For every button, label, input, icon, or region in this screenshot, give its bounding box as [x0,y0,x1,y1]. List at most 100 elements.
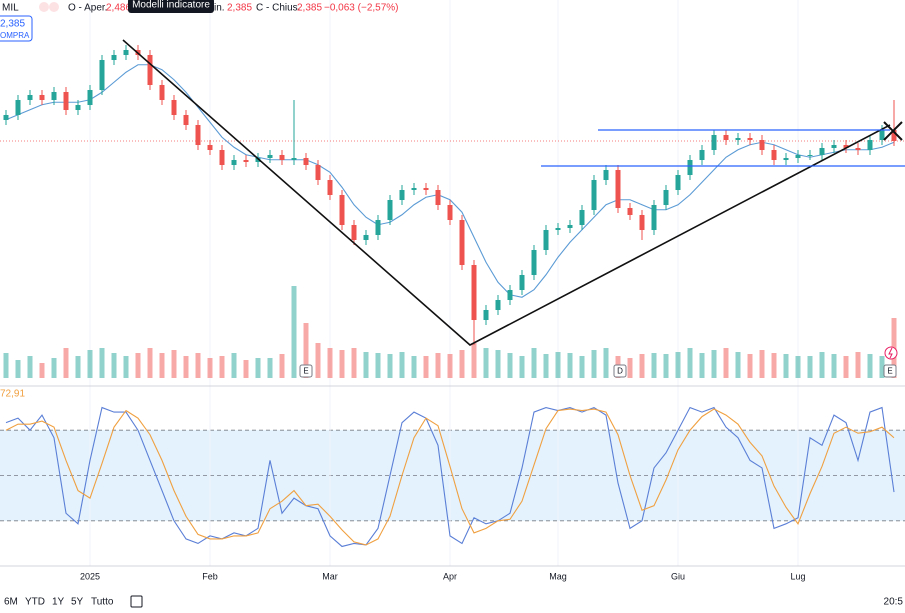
candle-body [855,148,861,150]
volume-bar [339,350,345,378]
candle-body [783,158,789,160]
volume-bar [843,356,849,378]
volume-bar [315,343,321,378]
candle-body [675,175,681,190]
x-tick-label: Lug [790,571,805,581]
candle-body [555,228,561,230]
candle-body [291,158,297,160]
volume-bar [651,353,657,378]
candle-body [423,188,429,190]
candle-body [579,210,585,225]
candle-body [807,155,813,156]
volume-bar [699,353,705,378]
trend-line [122,39,891,346]
event-marker [883,364,897,378]
volume-bar [663,354,669,378]
icon[interactable] [49,2,59,12]
candle-body [879,130,885,140]
price-box[interactable] [0,15,33,42]
volume-bar [579,356,585,378]
icon[interactable] [39,2,49,12]
range-button[interactable]: 1Y [52,597,65,608]
volume-bar [771,353,777,378]
volume-bar [483,348,489,378]
candle-body [363,235,369,240]
volume-bar [567,353,573,378]
candle-body [795,155,801,158]
open-value: 2,486 [106,3,131,14]
event-icon[interactable] [884,346,898,360]
volume-bar [147,348,153,378]
candle-body [159,85,165,100]
volume-bar [363,352,369,378]
volume-bar [243,360,249,378]
volume-bar [723,348,729,378]
volume-bar [159,353,165,378]
range-button[interactable]: YTD [25,597,45,608]
volume-bar [555,352,561,378]
candle-body [327,180,333,195]
volume-bar [675,352,681,378]
volume-bar [603,348,609,378]
candle-body [231,160,237,165]
volume-bar [459,350,465,378]
candle-body [171,100,177,115]
volume-bar [627,358,633,378]
volume-bar [15,360,21,378]
range-button[interactable]: Tutto [91,597,114,608]
candle-body [843,145,849,148]
candle-body [411,188,417,190]
volume-bar [39,363,45,378]
x-tick-label: Feb [202,571,218,581]
volume-bar [231,353,237,378]
volume-bar [495,350,501,378]
candle-body [891,130,897,141]
candle-body [759,140,765,150]
candle-body [15,100,21,115]
candle-body [591,180,597,210]
candle-body [735,138,741,140]
candle-body [3,115,9,120]
volume-bar [135,353,141,378]
range-button[interactable]: 6M [4,597,18,608]
event-marker [613,364,627,378]
candle-body [447,205,453,220]
candle-body [651,205,657,230]
volume-bar [87,350,93,378]
candle-body [351,225,357,240]
volume-bar [507,353,513,378]
volume-bar [351,348,357,378]
candle-body [519,275,525,290]
volume-bar [519,356,525,378]
volume-bar [855,352,861,378]
candle-body [255,158,261,162]
candle-body [567,225,573,228]
candle-body [339,195,345,225]
volume-bar [879,356,885,378]
volume-bar [819,352,825,378]
stoch-d [5,408,895,546]
candle-body [399,190,405,200]
range-button[interactable]: 5Y [71,597,84,608]
candle-body [75,105,81,110]
candle-body [831,145,837,148]
x-tick-label: Mar [322,571,338,581]
candle-body [867,140,873,150]
calendar-icon[interactable] [130,595,143,608]
volume-bar [807,356,813,378]
candle-body [495,300,501,310]
candle-body [531,250,537,275]
candle-body [615,170,621,208]
candle-body [639,215,645,230]
volume-bar [795,356,801,378]
volume-bar [687,348,693,378]
volume-bar [435,353,441,378]
candle-body [375,220,381,235]
x-tick-label: 2025 [80,571,100,581]
candle-body [471,265,477,320]
price-box-price: 2,385 [0,19,25,30]
event-marker-label: D [617,367,623,376]
volume-bar [639,354,645,378]
volume-bar [759,350,765,378]
toolbar: 6M YTD 1Y 5Y Tutto [4,597,114,608]
